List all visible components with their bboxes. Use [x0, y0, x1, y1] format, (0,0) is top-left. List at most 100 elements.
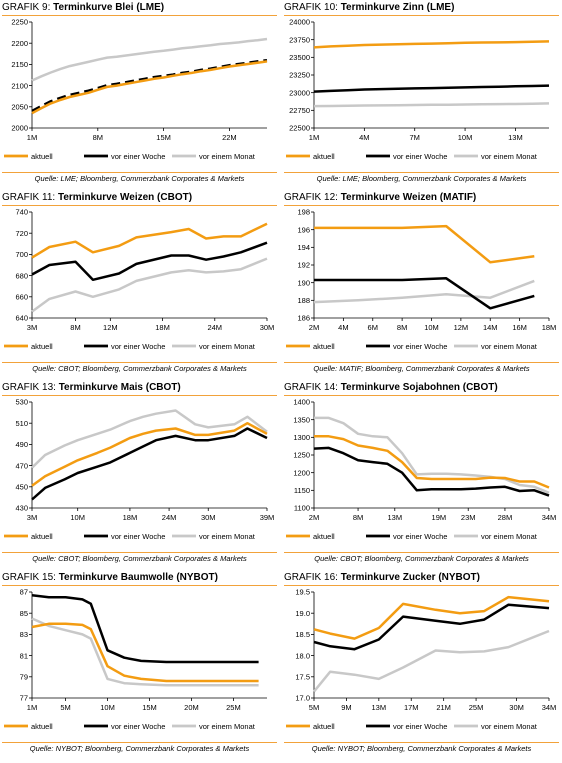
y-tick-label: 640 — [15, 314, 28, 323]
x-tick-label: 10M — [458, 133, 473, 142]
series-line-week — [31, 241, 268, 282]
legend-label-month: vor einem Monat — [199, 342, 256, 351]
chart-title: GRAFIK 10: Terminkurve Zinn (LME) — [284, 1, 559, 14]
x-tick-label: 22M — [222, 133, 237, 142]
y-tick-label: 22500 — [289, 124, 310, 133]
legend-label-month: vor einem Monat — [199, 532, 256, 541]
x-tick-label: 10M — [100, 703, 115, 712]
y-tick-label: 1350 — [293, 415, 310, 424]
y-tick-label: 23500 — [289, 53, 310, 62]
title-divider — [2, 585, 277, 586]
series-line-month — [313, 279, 535, 304]
source-note: Quelle: NYBOT; Bloomberg, Commerzbank Co… — [29, 744, 250, 753]
series-line-aktuell — [313, 40, 550, 49]
series-line-week — [31, 593, 259, 664]
x-tick-label: 17M — [404, 703, 419, 712]
y-tick-label: 192 — [297, 261, 310, 270]
chart-panel-blei: GRAFIK 9: Terminkurve Blei (LME) 2000 2050… — [2, 1, 277, 189]
y-tick-label: 23750 — [289, 35, 310, 44]
chart-title: GRAFIK 11: Terminkurve Weizen (CBOT) — [2, 191, 277, 204]
y-tick-label: 194 — [297, 243, 310, 252]
legend-label-aktuell: aktuell — [31, 532, 53, 541]
series-line-month — [313, 629, 550, 693]
y-tick-label: 2250 — [11, 18, 28, 27]
x-tick-label: 15M — [142, 703, 157, 712]
source-note: Quelle: NYBOT; Bloomberg, Commerzbank Co… — [311, 744, 532, 753]
legend-label-aktuell: aktuell — [313, 532, 335, 541]
series-line-aktuell — [313, 595, 550, 640]
x-tick-label: 5M — [309, 703, 319, 712]
source-divider — [2, 362, 277, 363]
y-tick-label: 18.0 — [295, 651, 310, 660]
series-line-month — [313, 102, 550, 108]
chart-panel-zinn: GRAFIK 10: Terminkurve Zinn (LME) 22500 22… — [284, 1, 559, 189]
chart-title-text: Terminkurve Zinn (LME) — [340, 2, 455, 13]
series-line-week — [314, 277, 535, 310]
y-tick-label: 2150 — [11, 60, 28, 69]
x-tick-label: 5M — [60, 703, 70, 712]
y-tick-label: 22750 — [289, 106, 310, 115]
x-tick-label: 7M — [410, 133, 420, 142]
y-tick-label: 19.0 — [295, 609, 310, 618]
y-tick-label: 1100 — [294, 504, 310, 513]
source-note: Quelle: LME; Bloomberg, Commerzbank Corp… — [316, 174, 527, 183]
y-tick-label: 196 — [297, 225, 310, 234]
x-tick-label: 1M — [27, 703, 37, 712]
legend-label-week: vor einer Woche — [111, 342, 165, 351]
y-tick-label: 1250 — [293, 451, 310, 460]
y-tick-label: 2000 — [11, 124, 28, 133]
legend-label-aktuell: aktuell — [31, 722, 53, 731]
x-tick-label: 20M — [184, 703, 199, 712]
x-tick-label: 12M — [103, 323, 118, 332]
legend-label-aktuell: aktuell — [31, 342, 53, 351]
x-tick-label: 23M — [461, 513, 476, 522]
x-tick-label: 30M — [509, 703, 524, 712]
y-tick-label: 17.0 — [295, 694, 310, 703]
legend-label-week: vor einer Woche — [393, 342, 447, 351]
x-tick-label: 25M — [226, 703, 241, 712]
legend-label-week: vor einer Woche — [111, 152, 165, 161]
chart-number-label: GRAFIK 12: — [284, 192, 338, 203]
legend-label-aktuell: aktuell — [313, 152, 335, 161]
y-tick-label: 83 — [20, 630, 28, 639]
chart-number-label: GRAFIK 11: — [2, 192, 56, 203]
legend-label-month: vor einem Monat — [481, 342, 538, 351]
x-tick-label: 2M — [309, 513, 319, 522]
x-tick-label: 13M — [372, 703, 387, 712]
chart-number-label: GRAFIK 13: — [2, 382, 56, 393]
y-tick-label: 680 — [15, 271, 28, 280]
x-tick-label: 10M — [70, 513, 85, 522]
x-tick-label: 13M — [508, 133, 523, 142]
x-tick-label: 4M — [359, 133, 369, 142]
source-divider — [284, 742, 559, 743]
chart-title-text: Terminkurve Mais (CBOT) — [58, 382, 181, 393]
chart-title-text: Terminkurve Sojabohnen (CBOT) — [340, 382, 498, 393]
x-tick-label: 8M — [70, 323, 80, 332]
x-tick-label: 16M — [512, 323, 527, 332]
title-divider — [284, 15, 559, 16]
y-tick-label: 17.5 — [295, 673, 310, 682]
x-tick-label: 6M — [368, 323, 378, 332]
y-tick-label: 1150 — [294, 486, 310, 495]
series-line-week — [313, 603, 550, 651]
y-tick-label: 19.5 — [295, 588, 310, 597]
x-tick-label: 25M — [469, 703, 484, 712]
source-divider — [2, 172, 277, 173]
x-tick-label: 18M — [542, 323, 557, 332]
chart-title-text: Terminkurve Weizen (CBOT) — [57, 192, 193, 203]
x-tick-label: 14M — [483, 323, 498, 332]
chart-svg: 430 450 470 490 510 530 3M 10M 18M 24M 30M 39M aktue… — [4, 398, 274, 541]
y-tick-label: 85 — [20, 609, 28, 618]
x-tick-label: 15M — [156, 133, 171, 142]
chart-title-text: Terminkurve Baumwolle (NYBOT) — [58, 572, 218, 583]
y-tick-label: 700 — [15, 250, 28, 259]
chart-number-label: GRAFIK 15: — [2, 572, 56, 583]
legend-label-week: vor einer Woche — [393, 532, 447, 541]
chart-svg: 2000 2050 2100 2150 2200 2250 1M 8M 15M 22M aktuel… — [4, 18, 268, 161]
y-tick-label: 740 — [15, 208, 28, 217]
y-tick-label: 1400 — [293, 398, 310, 407]
x-tick-label: 28M — [498, 513, 513, 522]
y-tick-label: 660 — [15, 293, 28, 302]
series-line-week — [31, 427, 268, 501]
chart-panel-weizen-cbot: GRAFIK 11: Terminkurve Weizen (CBOT) 640 6… — [2, 191, 277, 379]
